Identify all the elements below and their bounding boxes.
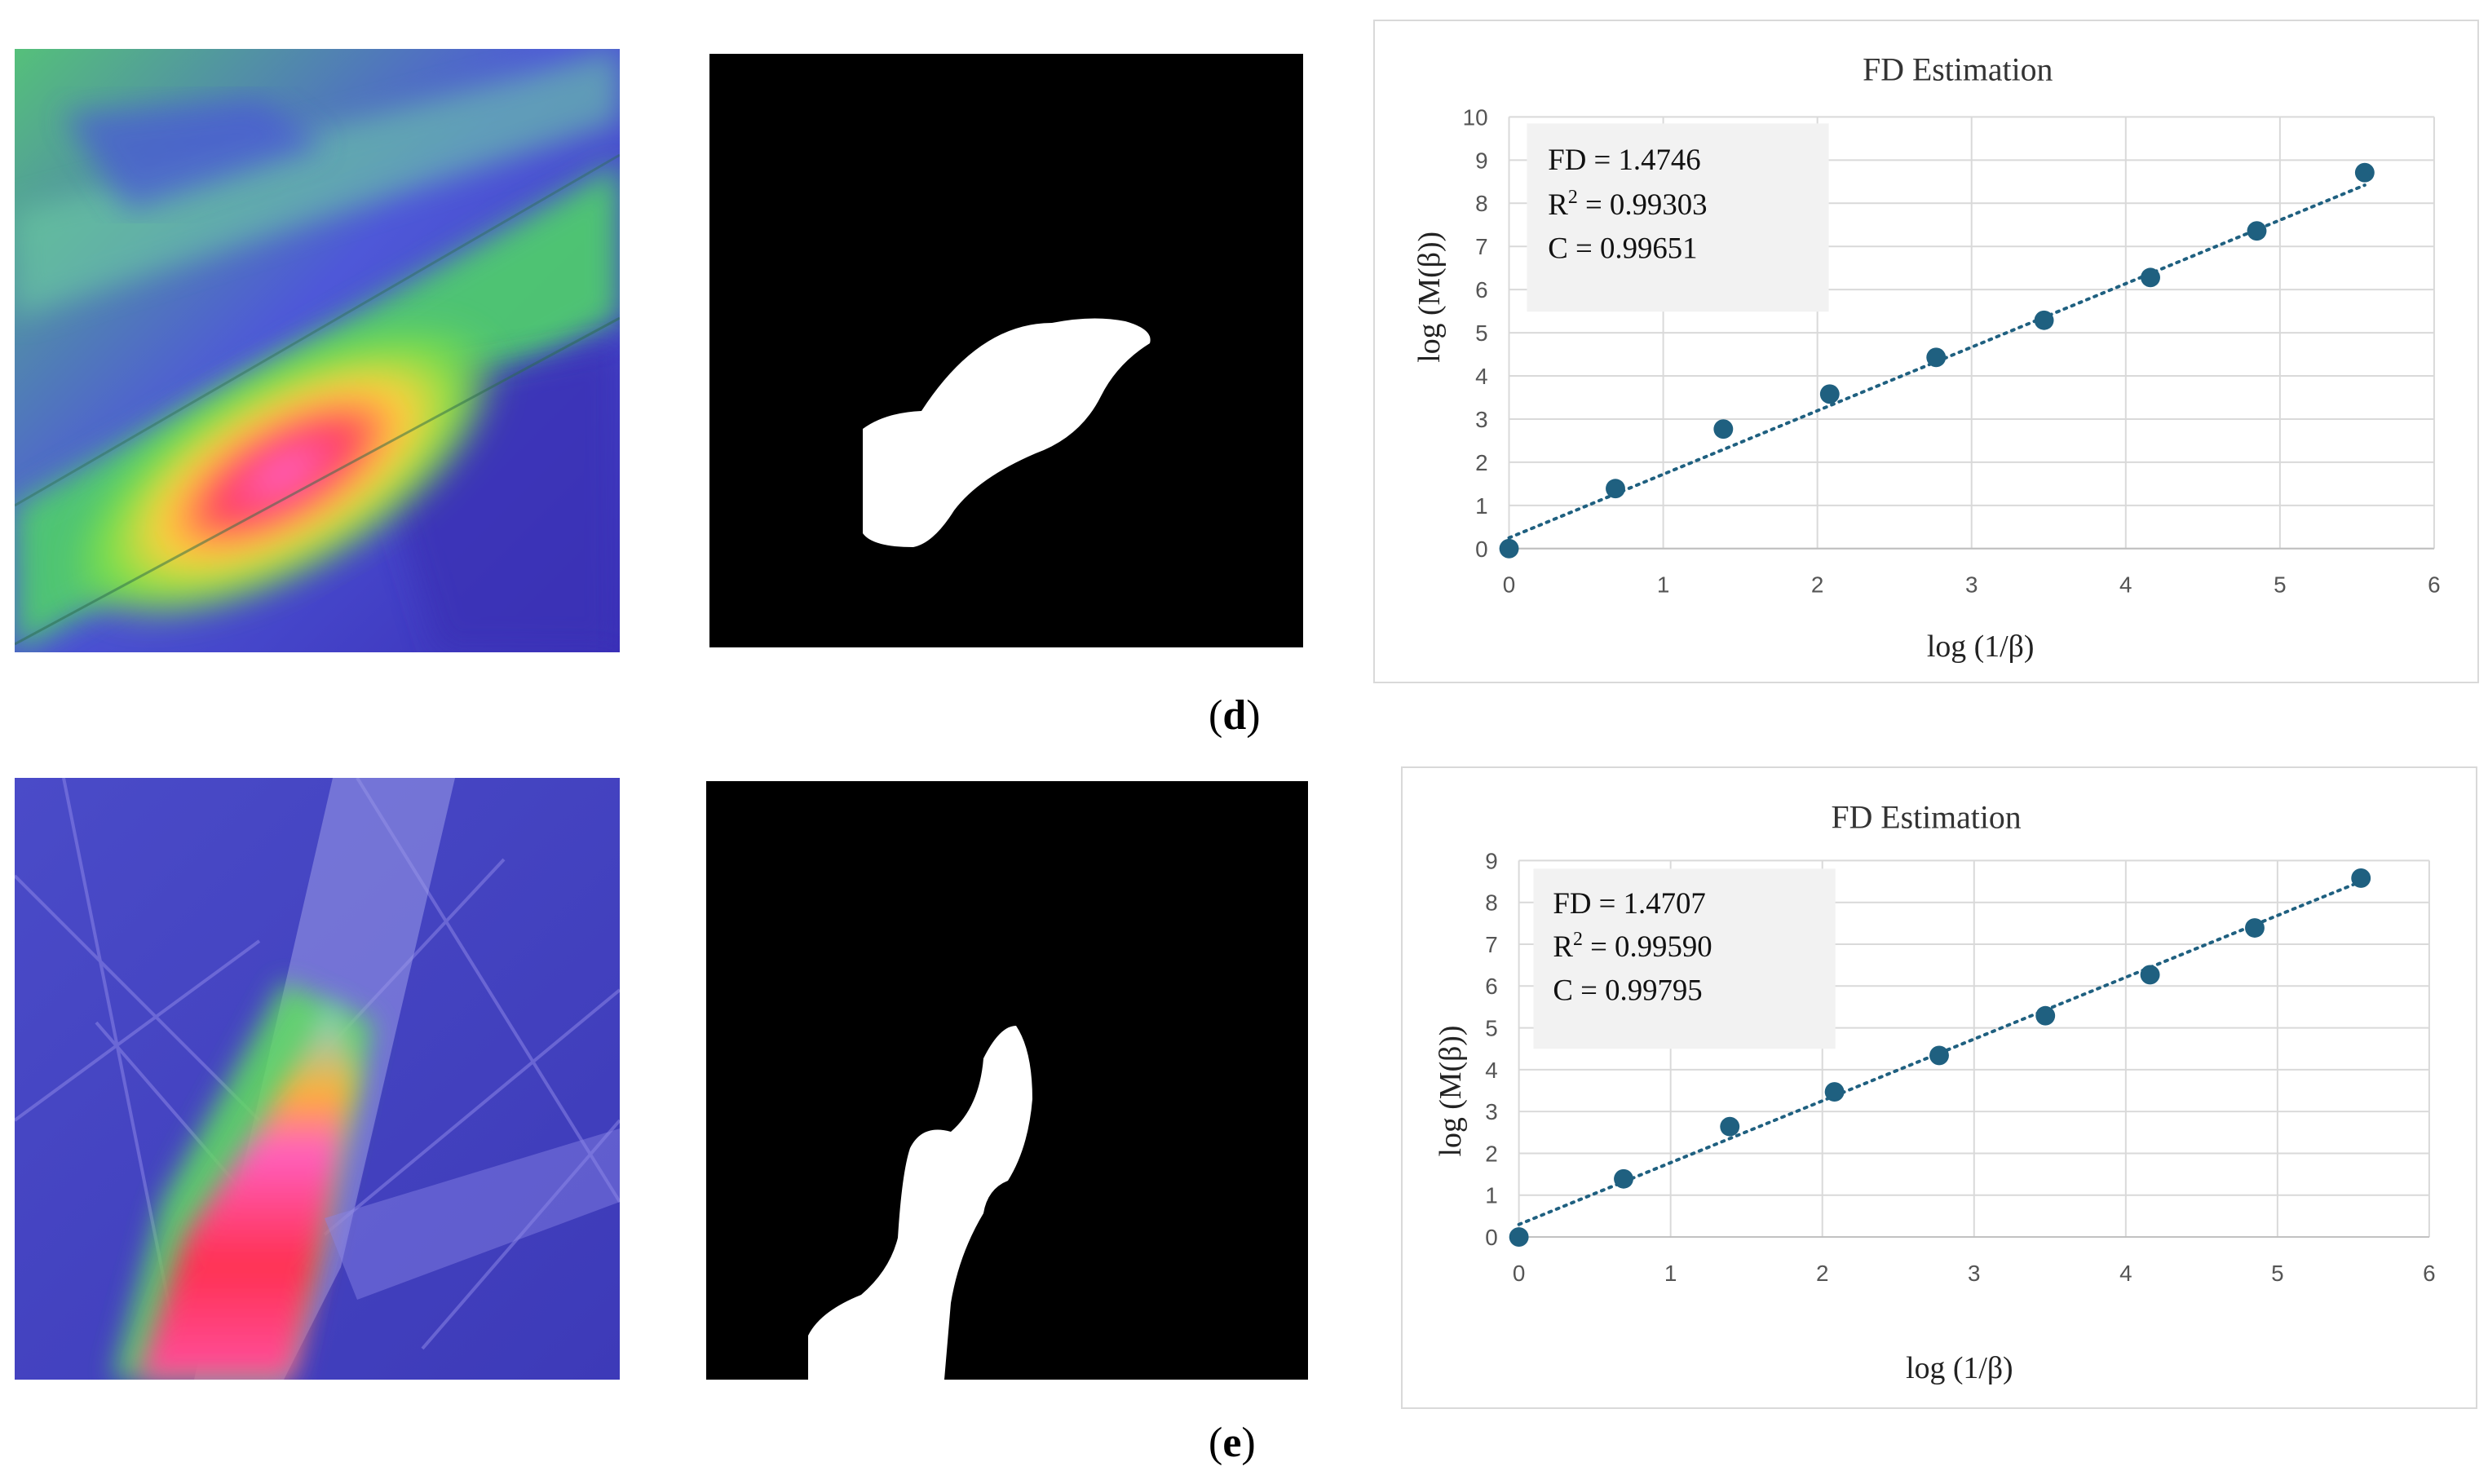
annotation-box: FD = 1.4707 R2 = 0.99590 C = 0.99795 [1533,868,1836,1049]
y-tick-label: 5 [1475,320,1488,346]
y-axis-label: log (M(β)) [1412,232,1447,363]
caption-e: (e) [1209,1420,1256,1466]
data-point [1606,479,1625,499]
x-tick-label: 1 [1664,1261,1677,1286]
top-clipped-caption [1142,0,1305,7]
annotation-c: C = 0.99795 [1553,974,1702,1007]
fd-chart-e: FD Estimation log (M(β)) log (1/β) 0 1 2 3 4… [1401,766,2477,1409]
annotation-box: FD = 1.4746 R2 = 0.99303 C = 0.99651 [1527,123,1829,312]
x-tick-label: 5 [2274,572,2287,598]
y-tick-label: 1 [1475,493,1488,519]
y-tick-label: 9 [1485,848,1498,873]
x-tick-label: 4 [2119,572,2132,598]
fd-chart-e-svg: FD Estimation log (M(β)) log (1/β) 0 1 2 3 4… [1434,800,2436,1386]
x-tick-label: 0 [1503,572,1516,598]
grid [1508,116,2435,550]
data-point [1499,538,1519,559]
y-tick-label: 3 [1475,407,1488,432]
x-tick-label: 2 [1816,1261,1829,1286]
x-tick-label: 2 [1811,572,1824,598]
y-axis-label: log (M(β)) [1434,1026,1468,1157]
y-tick-label: 9 [1475,148,1488,173]
chart-title: FD Estimation [1863,52,2053,88]
segmentation-mask-d [709,54,1303,647]
y-tick-label: 8 [1485,890,1498,916]
y-tick-label: 0 [1485,1225,1498,1250]
y-tick-label: 2 [1485,1141,1498,1166]
heatmap-overlay-d [15,49,620,652]
data-point [2035,1005,2056,1026]
data-point [1720,1116,1740,1137]
y-tick-label: 4 [1485,1058,1498,1083]
y-tick-label: 0 [1475,537,1488,562]
x-tick-label: 4 [2119,1261,2132,1286]
data-point [1614,1168,1633,1189]
annotation-r2: R2 = 0.99590 [1553,929,1712,963]
y-tick-label: 4 [1475,364,1488,389]
data-point [2140,965,2160,985]
y-tick-label: 2 [1475,450,1488,475]
data-point [2354,162,2375,183]
annotation-fd: FD = 1.4746 [1548,143,1700,176]
y-tick-label: 10 [1463,104,1488,130]
x-axis-label: log (1/β) [1927,629,2035,664]
fd-chart-d: FD Estimation log (M(β)) log (1/β) 0 1 2 3 4… [1373,20,2479,683]
data-point [2247,221,2267,241]
data-point [2351,868,2371,888]
fd-chart-d-svg: FD Estimation log (M(β)) log (1/β) 0 1 2 3 4… [1412,52,2441,665]
x-tick-label: 1 [1657,572,1670,598]
x-tick-label: 6 [2423,1261,2436,1286]
data-point [1929,1045,1949,1066]
x-tick-label: 0 [1513,1261,1526,1286]
data-point [1509,1227,1529,1248]
x-axis-label: log (1/β) [1906,1351,2013,1385]
segmentation-mask-e [706,781,1308,1380]
y-tick-label: 7 [1485,932,1498,957]
data-point [1819,384,1840,404]
y-tick-label: 7 [1475,234,1488,259]
caption-d: (d) [1209,692,1261,739]
annotation-r2: R2 = 0.99303 [1548,187,1707,221]
x-tick-label: 6 [2428,572,2441,598]
x-tick-label: 5 [2271,1261,2284,1286]
data-point [2245,918,2265,938]
y-tick-label: 6 [1475,277,1488,303]
chart-title: FD Estimation [1831,800,2021,836]
data-point [2034,310,2054,330]
x-tick-label: 3 [1965,572,1978,598]
data-point [1713,419,1734,439]
data-point [1926,347,1947,368]
y-tick-label: 5 [1485,1016,1498,1041]
y-tick-label: 8 [1475,191,1488,216]
y-tick-label: 1 [1485,1183,1498,1208]
y-tick-label: 6 [1485,974,1498,999]
annotation-fd: FD = 1.4707 [1553,886,1705,920]
x-tick-label: 3 [1968,1261,1981,1286]
data-point [1824,1082,1845,1102]
y-tick-label: 3 [1485,1099,1498,1124]
data-point [2141,267,2160,288]
annotation-c: C = 0.99651 [1548,232,1697,265]
heatmap-overlay-e [15,778,620,1380]
